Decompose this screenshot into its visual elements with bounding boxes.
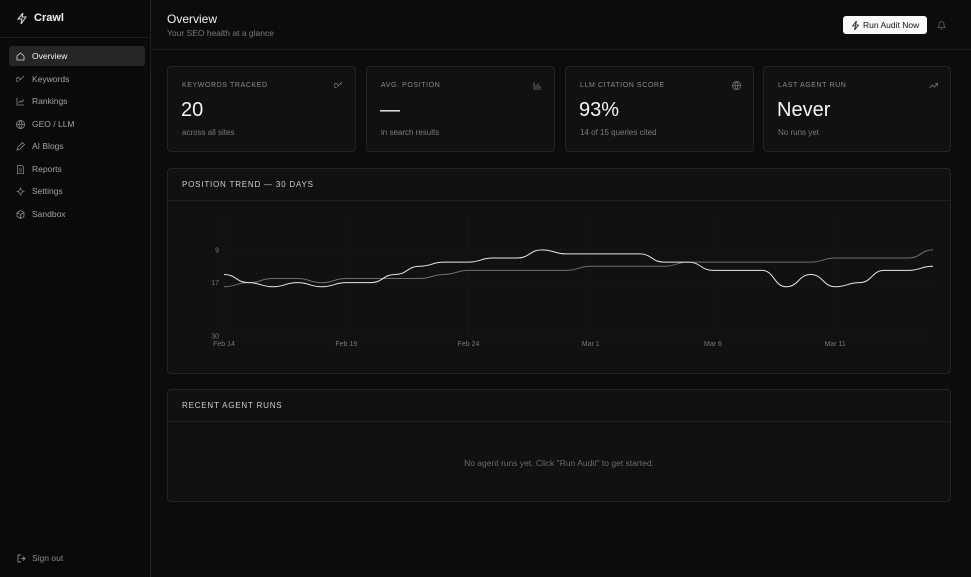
stat-label: LLM CITATION SCORE (580, 82, 665, 89)
divider (152, 49, 971, 50)
nav-item[interactable]: GEO / LLM (9, 114, 145, 134)
recent-card: RECENT AGENT RUNS No agent runs yet. Cli… (167, 389, 951, 502)
run-audit-button[interactable]: Run Audit Now (843, 16, 927, 34)
nav-icon (16, 187, 25, 196)
stat-label: AVG. POSITION (381, 82, 441, 89)
nav-icon (16, 119, 25, 129)
chart-title: POSITION TREND — 30 DAYS (182, 180, 314, 189)
stat-note: across all sites (182, 128, 235, 137)
nav-item[interactable]: Sandbox (9, 204, 145, 224)
stat-value: — (380, 99, 400, 121)
stat-card: LAST AGENT RUN Never No runs yet (763, 66, 951, 152)
nav-label: GEO / LLM (32, 118, 75, 129)
divider (168, 421, 950, 422)
brand-icon (17, 13, 27, 24)
nav-label: Overview (32, 51, 68, 61)
bell-icon[interactable] (937, 20, 946, 30)
nav-item[interactable]: Keywords (9, 69, 145, 89)
page-subtitle: Your SEO health at a glance (167, 28, 274, 38)
sign-out[interactable]: Sign out (32, 553, 64, 563)
stat-label: KEYWORDS TRACKED (182, 82, 268, 89)
nav-label: Keywords (32, 73, 70, 84)
stat-value: Never (777, 99, 831, 121)
bolt-icon (852, 21, 859, 30)
recent-title: RECENT AGENT RUNS (182, 401, 283, 410)
nav-label: Sandbox (32, 208, 66, 219)
empty-message: No agent runs yet. Click "Run Audit" to … (464, 458, 654, 468)
nav-item[interactable]: Rankings (9, 91, 145, 111)
sidebar: Crawl Overview Keywords Rankings GEO / LLM A… (0, 0, 151, 577)
nav-icon (17, 164, 24, 174)
trend-card: POSITION TREND — 30 DAYS (167, 168, 951, 374)
nav-icon (16, 75, 25, 82)
stat-icon (732, 81, 741, 90)
nav-item[interactable]: Overview (9, 46, 145, 66)
nav-icon (16, 142, 25, 151)
stat-note: in search results (381, 128, 440, 137)
page-title: Overview (167, 12, 218, 26)
stat-value: 93% (579, 99, 620, 121)
button-label: Run Audit Now (863, 20, 920, 30)
nav-icon (16, 209, 25, 219)
divider (0, 37, 151, 38)
stat-icon (929, 83, 938, 89)
stat-value: 20 (181, 99, 204, 121)
stat-card: LLM CITATION SCORE 93% 14 of 15 queries ci… (565, 66, 754, 152)
stat-card: KEYWORDS TRACKED 20 across all sites (167, 66, 356, 152)
brand: Crawl (34, 12, 64, 24)
signout-icon (17, 554, 26, 563)
divider (168, 200, 950, 201)
stat-note: 14 of 15 queries cited (580, 128, 657, 137)
stat-card: AVG. POSITION — in search results (366, 66, 555, 152)
nav-label: Settings (32, 186, 63, 196)
nav-label: Rankings (32, 96, 68, 106)
nav-label: AI Blogs (32, 141, 64, 151)
nav-item[interactable]: AI Blogs (9, 136, 145, 156)
nav-item[interactable]: Settings (9, 181, 145, 201)
nav-item[interactable]: Reports (9, 159, 145, 179)
stat-icon (533, 82, 541, 90)
nav-icon (16, 52, 25, 61)
nav-label: Reports (32, 163, 62, 174)
nav-icon (16, 98, 25, 106)
stat-icon (334, 81, 343, 88)
stat-note: No runs yet (778, 128, 819, 137)
stat-label: LAST AGENT RUN (778, 82, 847, 89)
